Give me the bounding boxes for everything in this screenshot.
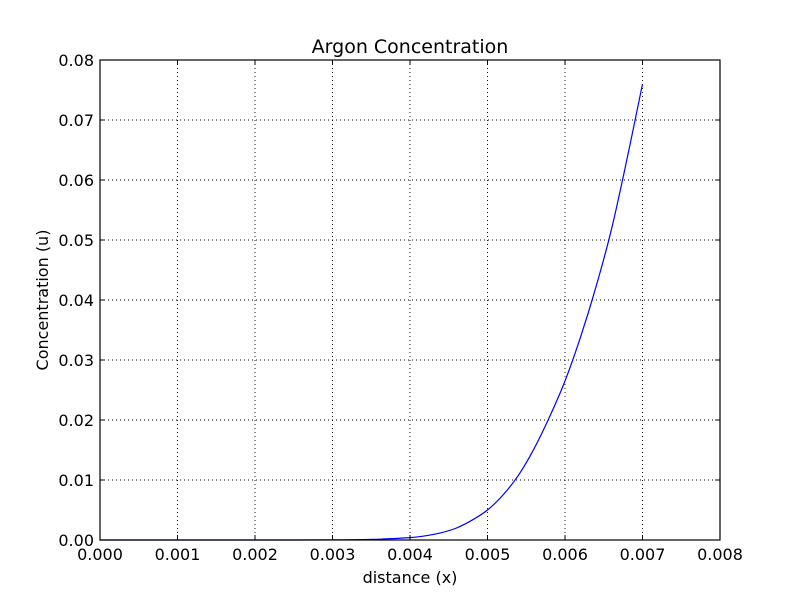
y-axis-label: Concentration (u) [33, 230, 52, 371]
y-tick-label: 0.02 [58, 411, 94, 430]
x-tick-label: 0.002 [232, 545, 278, 564]
series-line [100, 83, 644, 541]
y-tick-label: 0.07 [58, 111, 94, 130]
x-tick-label: 0.000 [77, 545, 123, 564]
x-tick-label: 0.001 [155, 545, 201, 564]
y-tick-label: 0.00 [58, 531, 94, 550]
x-tick-labels: 0.000 0.001 0.002 0.003 0.004 0.005 0.006 0.007… [77, 545, 743, 564]
y-tick-label: 0.03 [58, 351, 94, 370]
grid-lines [100, 60, 720, 540]
x-tick-label: 0.005 [465, 545, 511, 564]
x-tick-label: 0.006 [542, 545, 588, 564]
y-tick-labels: 0.00 0.01 0.02 0.03 0.04 0.05 0.06 0.07 0.08 [58, 51, 94, 550]
y-tick-label: 0.04 [58, 291, 94, 310]
x-tick-label: 0.008 [697, 545, 743, 564]
y-tick-label: 0.05 [58, 231, 94, 250]
chart-title: Argon Concentration [312, 36, 509, 58]
x-tick-label: 0.004 [387, 545, 433, 564]
series-group [100, 83, 644, 541]
x-tick-label: 0.007 [620, 545, 666, 564]
x-axis-label: distance (x) [363, 568, 458, 587]
y-tick-label: 0.08 [58, 51, 94, 70]
x-tick-label: 0.003 [310, 545, 356, 564]
y-tick-label: 0.01 [58, 471, 94, 490]
y-tick-label: 0.06 [58, 171, 94, 190]
tick-marks [99, 59, 721, 541]
